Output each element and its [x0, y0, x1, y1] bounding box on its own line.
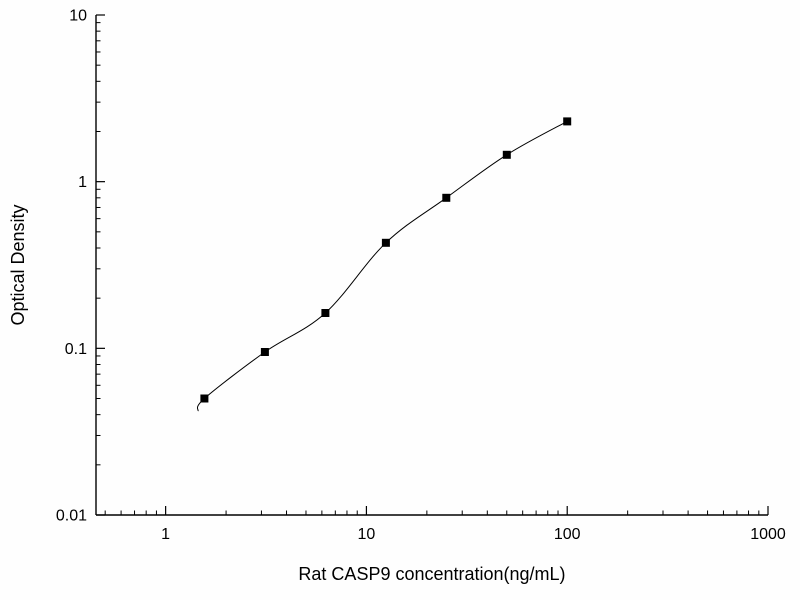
data-point [381, 238, 390, 247]
y-tick-label: 0.1 [65, 341, 87, 358]
x-axis-title: Rat CASP9 concentration(ng/mL) [298, 564, 565, 584]
fit-curve [196, 120, 568, 412]
y-axis-title: Optical Density [8, 204, 28, 325]
data-point [442, 193, 451, 202]
data-point [502, 150, 511, 159]
x-tick-label: 10 [358, 526, 376, 543]
y-tick-label: 0.01 [56, 508, 87, 525]
x-tick-label: 1 [161, 526, 170, 543]
data-point [260, 348, 269, 356]
y-tick-label: 1 [78, 174, 87, 191]
x-tick-label: 1000 [750, 526, 786, 543]
data-point [563, 117, 572, 126]
data-point [321, 309, 330, 317]
data-point [200, 394, 209, 403]
y-tick-label: 10 [69, 8, 87, 25]
x-tick-label: 100 [554, 526, 581, 543]
